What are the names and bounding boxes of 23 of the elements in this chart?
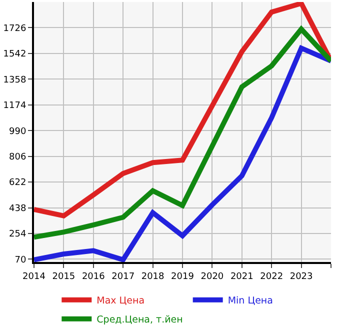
y-tick-label: 1542	[3, 50, 26, 60]
legend-label: Min Цена	[228, 296, 273, 307]
y-tick-label: 622	[9, 178, 26, 188]
y-tick-label: 1726	[3, 24, 26, 34]
x-tick-label: 2023	[290, 272, 313, 282]
y-tick-label: 990	[9, 126, 26, 137]
y-tick-label: 438	[9, 204, 26, 214]
legend-label: Сред.Цена, т.йен	[96, 314, 183, 326]
y-tick-label: 806	[9, 152, 26, 162]
x-tick-label: 2022	[260, 272, 284, 282]
x-tick-label: 2021	[230, 272, 254, 282]
legend-label: Max Цена	[96, 296, 145, 307]
x-tick-label: 2019	[171, 272, 194, 282]
y-tick-label: 254	[9, 230, 26, 240]
x-tick-label: 2014	[22, 272, 46, 282]
x-tick-label: 2015	[52, 272, 76, 282]
y-tick-label: 70	[14, 255, 26, 266]
x-tick-label: 2018	[141, 272, 165, 282]
x-tick-label: 2020	[200, 272, 224, 282]
x-tick-label: 2016	[82, 272, 106, 282]
y-tick-label: 1358	[3, 75, 26, 86]
y-tick-label: 1174	[3, 101, 26, 112]
x-tick-label: 2017	[112, 272, 135, 282]
